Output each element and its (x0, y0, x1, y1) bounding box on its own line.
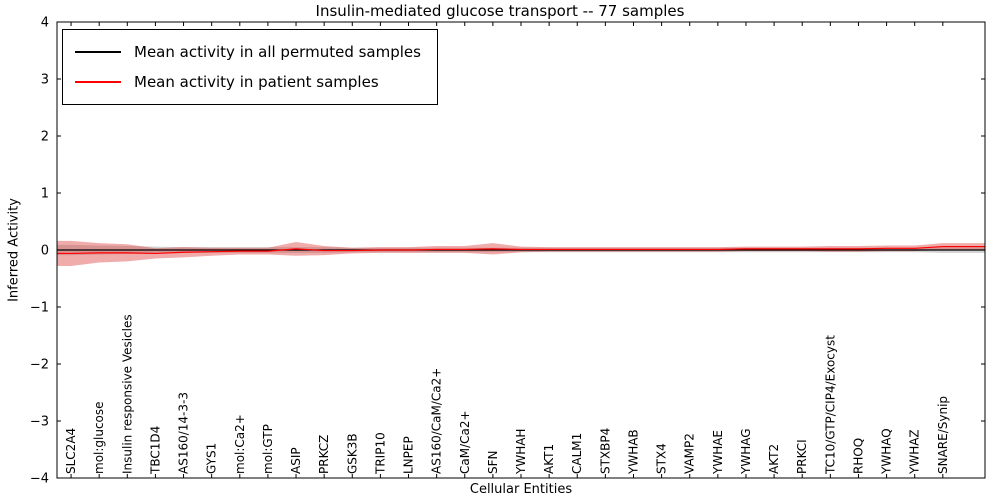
x-tick-label: STXBP4 (598, 428, 612, 474)
patient-mean-line (57, 245, 985, 255)
x-tick-label: GSK3B (345, 433, 359, 474)
x-tick-label: AS160/CaM/Ca2+ (430, 368, 444, 474)
x-tick-label: mol:glucose (92, 401, 106, 474)
x-tick-label: AKT1 (542, 444, 556, 474)
x-tick-label: Insulin responsive Vesicles (120, 314, 134, 474)
x-tick-label: SLC2A4 (64, 428, 78, 474)
x-tick-label: mol:Ca2+ (233, 414, 247, 474)
legend-entry-patient: Mean activity in patient samples (75, 67, 421, 97)
x-tick-label: SFN (486, 451, 500, 475)
x-tick-label: YWHAZ (908, 429, 922, 475)
x-tick-label: YWHAG (739, 428, 753, 475)
y-axis-label: Inferred Activity (6, 198, 22, 302)
x-tick-label: CALM1 (570, 433, 584, 474)
x-tick-label: YWHAQ (880, 428, 894, 475)
x-tick-label: TC10/GTP/CIP4/Exocyst (823, 335, 837, 475)
x-tick-label: RHOQ (851, 438, 865, 474)
chart-title: Insulin-mediated glucose transport -- 77… (315, 2, 685, 20)
x-axis-label: Cellular Entities (469, 482, 573, 497)
x-tick-label: VAMP2 (683, 433, 697, 474)
x-tick-label: YWHAB (626, 429, 640, 475)
x-tick-label: STX4 (655, 443, 669, 474)
x-tick-label: TBC1D4 (148, 426, 162, 475)
x-tick-label: SNARE/Synip (936, 396, 950, 474)
patient-band-area (57, 240, 985, 266)
y-tick-label: −2 (30, 358, 49, 373)
y-tick-label: −3 (30, 415, 49, 430)
x-tick-label: mol:GTP (261, 424, 275, 474)
y-tick-label: 2 (41, 130, 49, 145)
x-tick-label: LNPEP (402, 436, 416, 474)
x-tick-label: YWHAH (514, 429, 528, 475)
x-tick-label: YWHAE (711, 430, 725, 475)
x-tick-label: CaM/Ca2+ (458, 410, 472, 474)
y-tick-label: −1 (30, 301, 49, 316)
legend-label-permuted: Mean activity in all permuted samples (134, 43, 421, 61)
y-tick-label: −4 (30, 472, 49, 487)
x-tick-label: TRIP10 (373, 432, 387, 475)
x-tick-label: PRKCI (795, 439, 809, 474)
legend-entry-permuted: Mean activity in all permuted samples (75, 37, 421, 67)
plot-frame (56, 21, 986, 479)
x-tick-label: ASIP (289, 447, 303, 474)
legend: Mean activity in all permuted samples Me… (62, 29, 438, 105)
x-tick-label: AS160/14-3-3 (177, 392, 191, 474)
x-tick-label: GYS1 (205, 443, 219, 474)
y-tick-label: 4 (41, 16, 49, 31)
x-tick-label: PRKCZ (317, 435, 331, 474)
permuted-line-sample-icon (75, 51, 121, 53)
legend-label-patient: Mean activity in patient samples (134, 73, 379, 91)
x-tick-label: AKT2 (767, 444, 781, 474)
y-tick-label: 3 (41, 73, 49, 88)
y-tick-label: 0 (41, 244, 49, 259)
patient-line-sample-icon (75, 81, 121, 83)
y-tick-label: 1 (41, 187, 49, 202)
